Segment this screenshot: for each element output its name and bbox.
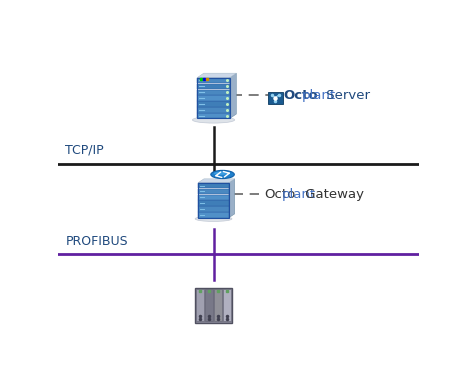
Text: TCP/IP: TCP/IP bbox=[65, 143, 104, 157]
Polygon shape bbox=[198, 200, 229, 206]
Text: PROFIBUS: PROFIBUS bbox=[65, 235, 128, 248]
Polygon shape bbox=[197, 96, 230, 101]
Text: Gateway: Gateway bbox=[302, 188, 364, 201]
Polygon shape bbox=[198, 194, 229, 200]
Polygon shape bbox=[229, 179, 235, 218]
Polygon shape bbox=[197, 113, 230, 118]
Polygon shape bbox=[214, 290, 222, 321]
Polygon shape bbox=[198, 206, 229, 212]
Text: Octo: Octo bbox=[283, 89, 317, 102]
Polygon shape bbox=[198, 189, 229, 194]
Polygon shape bbox=[205, 290, 213, 321]
Ellipse shape bbox=[195, 216, 232, 221]
Polygon shape bbox=[198, 179, 235, 183]
Polygon shape bbox=[230, 73, 236, 118]
Text: plant: plant bbox=[281, 188, 315, 201]
Polygon shape bbox=[197, 84, 230, 89]
Ellipse shape bbox=[211, 171, 234, 179]
Polygon shape bbox=[197, 101, 230, 107]
Text: plant: plant bbox=[302, 89, 336, 102]
Polygon shape bbox=[223, 290, 231, 321]
FancyBboxPatch shape bbox=[268, 92, 282, 103]
Text: Server: Server bbox=[322, 89, 370, 102]
FancyBboxPatch shape bbox=[196, 288, 232, 323]
Polygon shape bbox=[198, 212, 229, 218]
Text: Octo: Octo bbox=[264, 188, 295, 201]
Polygon shape bbox=[197, 73, 236, 78]
Polygon shape bbox=[197, 107, 230, 113]
Polygon shape bbox=[197, 78, 230, 83]
Polygon shape bbox=[197, 89, 230, 95]
Ellipse shape bbox=[214, 172, 228, 175]
Polygon shape bbox=[198, 183, 229, 188]
Polygon shape bbox=[196, 290, 204, 321]
Ellipse shape bbox=[192, 117, 235, 123]
